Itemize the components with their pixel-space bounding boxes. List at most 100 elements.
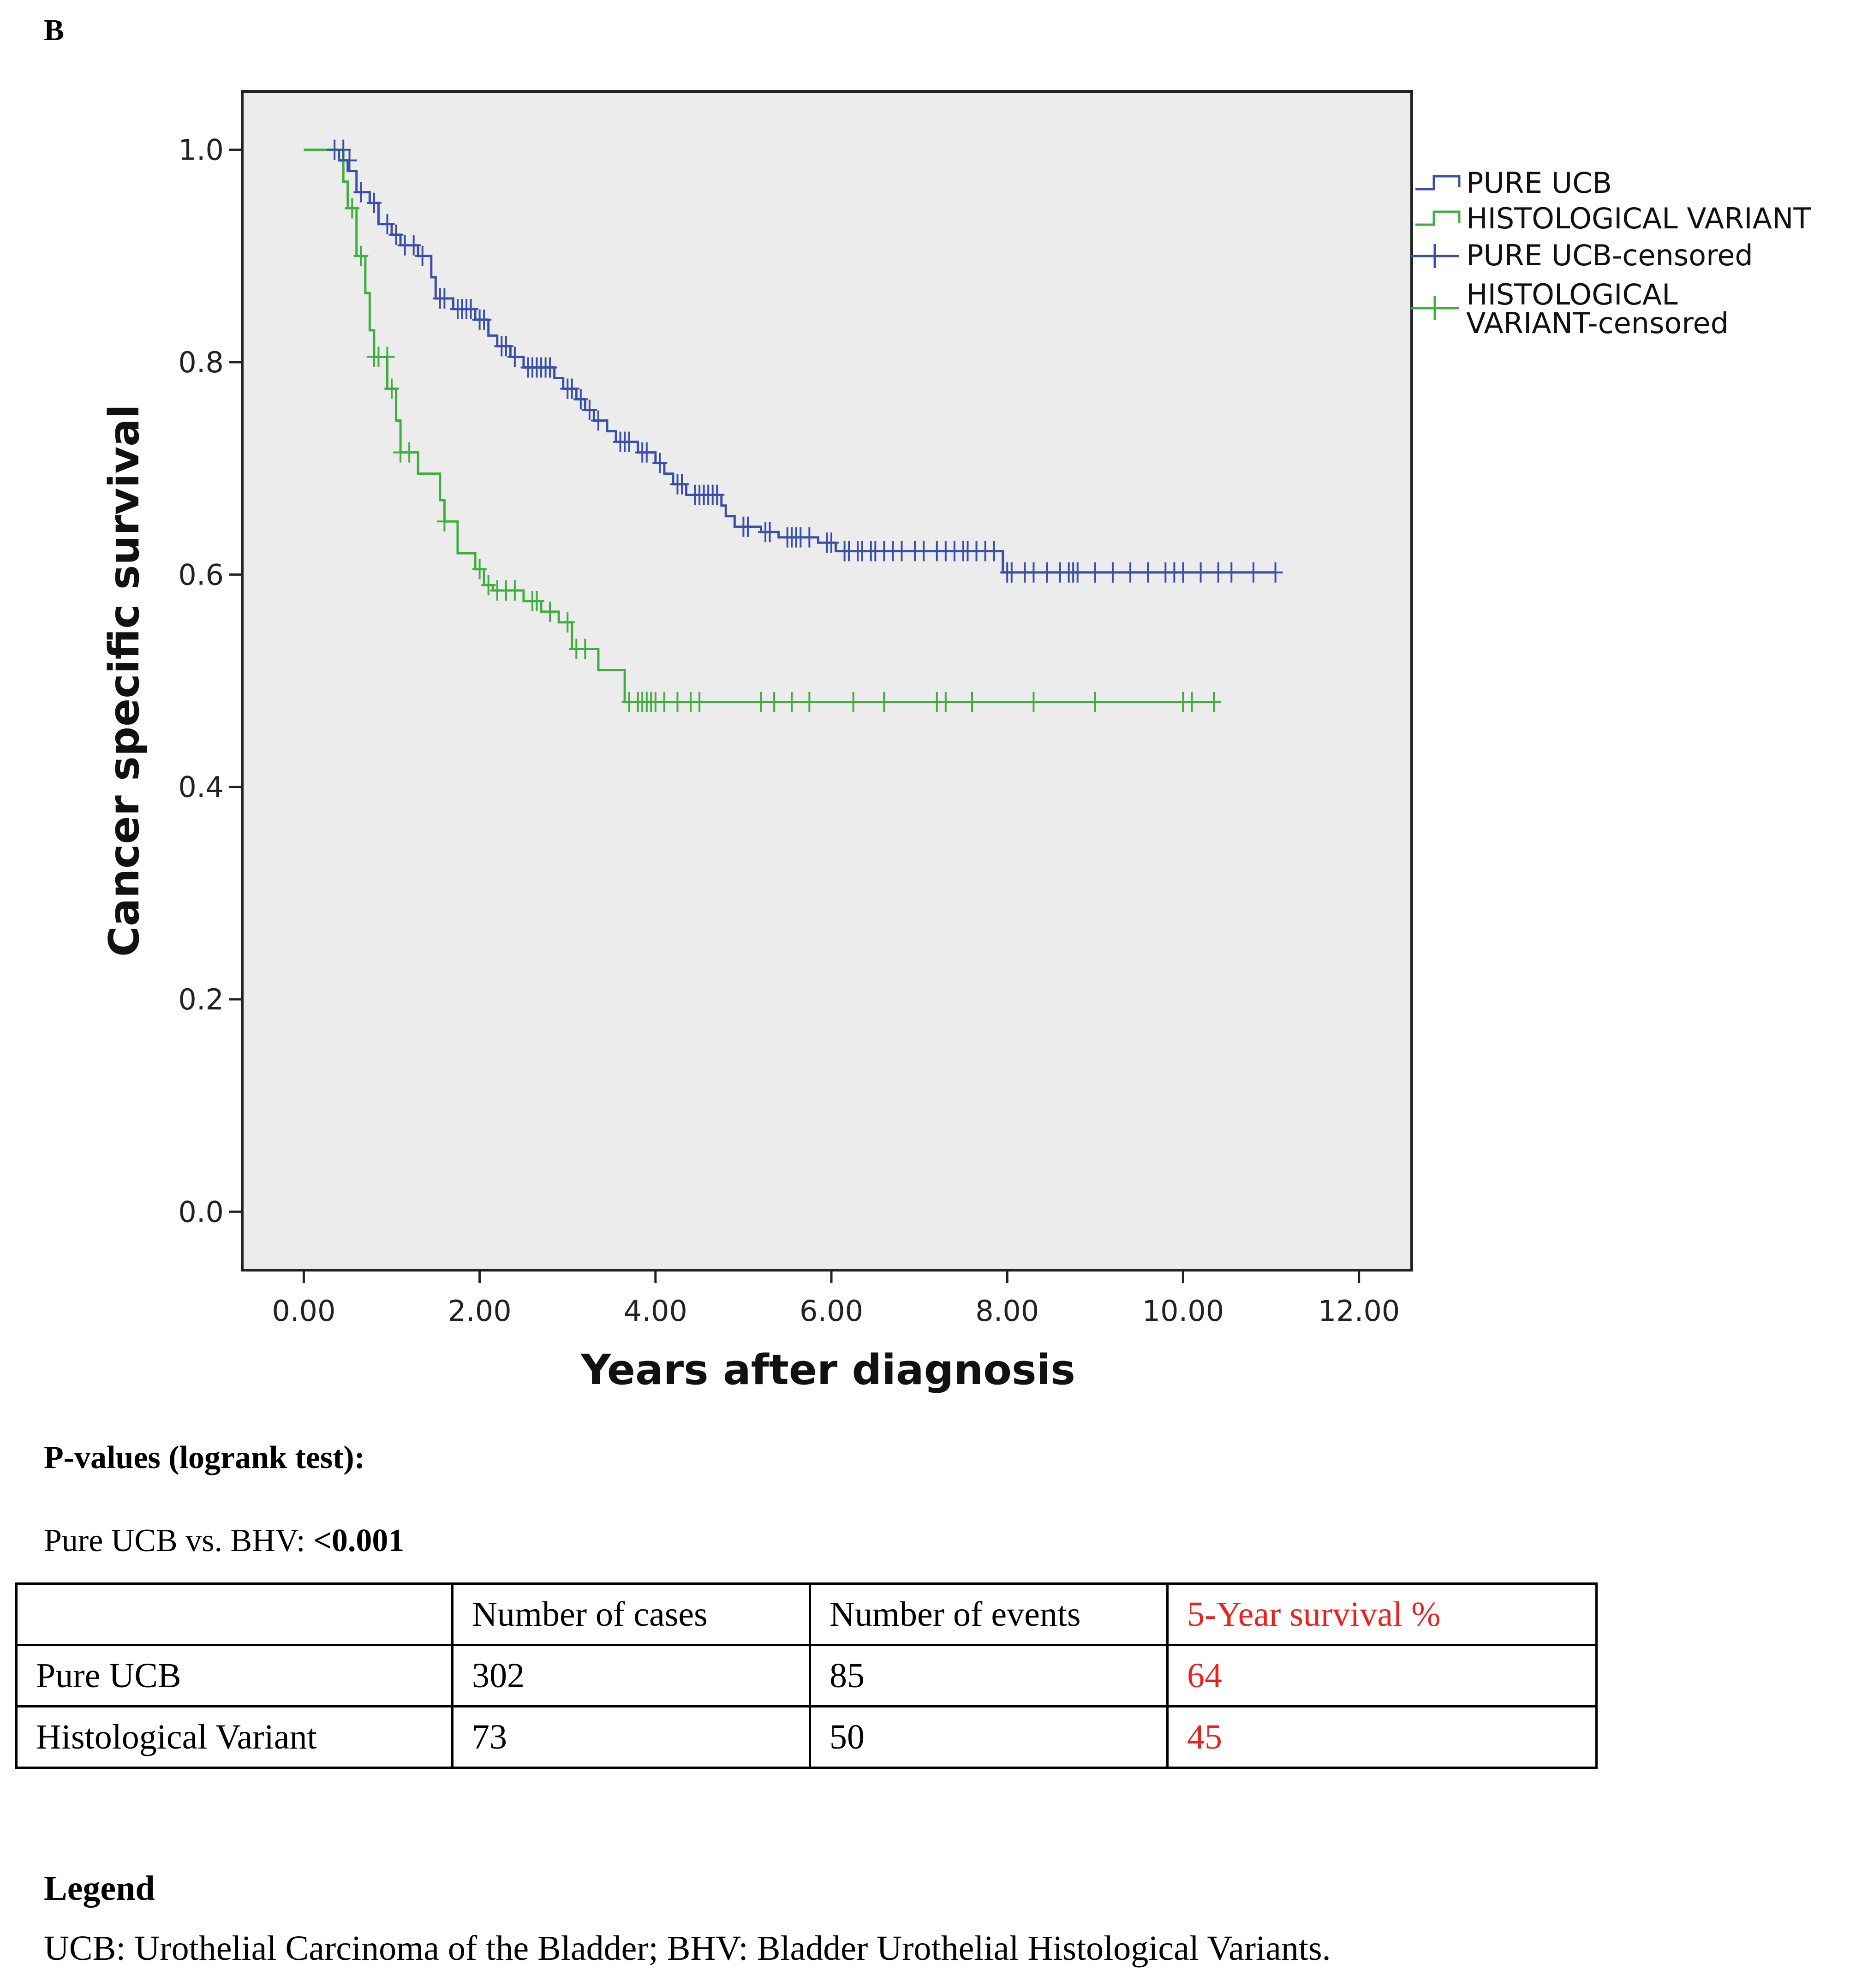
table-row: Histological Variant 73 50 45 — [15, 1705, 1598, 1769]
censor-mark — [986, 541, 1002, 561]
pvalue-line: Pure UCB vs. BHV: <0.001 — [44, 1522, 404, 1559]
censor-mark — [578, 639, 593, 659]
legend-entry: VARIANT-censored — [1466, 306, 1729, 340]
censor-mark — [802, 692, 817, 712]
censor-mark — [336, 139, 351, 160]
censor-mark — [463, 298, 478, 319]
y-tick-label: 0.0 — [178, 1195, 224, 1229]
censor-mark — [1026, 562, 1041, 583]
table-cell: 73 — [451, 1705, 811, 1769]
censor-mark — [767, 692, 782, 712]
legend-step-symbol — [1415, 175, 1461, 191]
y-tick-labels: 0.0 0.2 0.4 0.6 0.8 1.0 — [178, 133, 224, 1229]
censor-mark — [740, 516, 755, 537]
table-header-cell: 5-Year survival % — [1166, 1582, 1598, 1646]
x-tick-label: 10.00 — [1142, 1294, 1224, 1328]
censor-mark — [1070, 562, 1085, 583]
table-header-cell: Number of cases — [451, 1582, 811, 1646]
x-tick-label: 0.00 — [272, 1294, 335, 1328]
censor-mark — [342, 150, 357, 171]
x-axis-title: Years after diagnosis — [580, 1346, 1075, 1394]
censor-mark — [1004, 562, 1019, 583]
table-header-row: Number of cases Number of events 5-Year … — [15, 1582, 1598, 1646]
legend-heading: Legend — [44, 1869, 155, 1908]
censor-mark — [916, 541, 931, 561]
censor-mark — [1246, 562, 1261, 583]
censor-mark — [380, 346, 395, 367]
censor-mark — [529, 591, 544, 611]
x-tick-label: 8.00 — [975, 1294, 1039, 1328]
legend-entry: PURE UCB-censored — [1466, 239, 1753, 272]
table-cell: 45 — [1166, 1705, 1598, 1769]
censor-mark — [437, 511, 452, 532]
plot-area — [241, 90, 1413, 1272]
table-cell: Histological Variant — [15, 1705, 454, 1769]
censor-mark — [1105, 562, 1120, 583]
censor-mark — [380, 214, 395, 234]
pvalue-value: <0.001 — [313, 1523, 405, 1558]
censor-mark — [621, 431, 637, 452]
legend-censor-symbol — [1411, 296, 1459, 320]
pvalue-label: Pure UCB vs. BHV: — [44, 1523, 305, 1558]
censor-mark — [1268, 562, 1283, 583]
censor-mark — [802, 527, 817, 548]
table-cell: Pure UCB — [15, 1644, 454, 1707]
censor-mark — [1140, 562, 1156, 583]
axis-ticks — [229, 149, 1361, 1283]
y-tick-label: 1.0 — [178, 133, 224, 167]
legend-step-symbol — [1415, 210, 1461, 226]
censor-mark — [1206, 692, 1222, 712]
censor-mark — [670, 692, 685, 712]
survival-curve-histological-variant — [304, 149, 1214, 704]
censor-mark — [1123, 562, 1138, 583]
censor-mark — [472, 559, 487, 579]
censor-mark — [1211, 562, 1226, 583]
censor-mark — [938, 692, 953, 712]
censor-mark — [1193, 562, 1208, 583]
censor-mark — [477, 309, 492, 330]
table-row: Pure UCB 302 85 64 — [15, 1644, 1598, 1707]
censor-mark — [406, 235, 421, 256]
censor-mark — [762, 522, 777, 543]
x-tick-label: 2.00 — [448, 1294, 512, 1328]
censor-mark — [564, 378, 579, 399]
censor-mark — [388, 224, 404, 245]
legend-entry: PURE UCB — [1466, 166, 1612, 200]
pvalue-heading: P-values (logrank test): — [44, 1440, 365, 1475]
x-tick-label: 12.00 — [1318, 1294, 1400, 1328]
x-tick-label: 4.00 — [624, 1294, 687, 1328]
censor-mark — [402, 442, 417, 463]
censor-mark — [481, 575, 496, 596]
y-tick-label: 0.4 — [178, 770, 224, 804]
censor-mark — [877, 692, 892, 712]
censor-mark — [1224, 562, 1239, 583]
censor-mark — [573, 389, 588, 410]
censor-mark — [824, 532, 839, 553]
legend-entry: HISTOLOGICAL VARIANT — [1466, 202, 1811, 235]
censor-mark — [366, 192, 382, 213]
censor-mark — [345, 198, 360, 219]
censor-mark — [1039, 562, 1054, 583]
censor-mark — [894, 541, 909, 561]
km-chart: 0.00 2.00 4.00 6.00 8.00 10.00 12.00 0.0 0.2 0.4… — [100, 90, 1811, 1394]
y-tick-label: 0.8 — [178, 346, 224, 379]
panel-label: B — [44, 13, 65, 47]
censor-marks — [327, 139, 1283, 712]
censor-mark — [964, 692, 979, 712]
y-axis-title: Cancer specific survival — [100, 404, 149, 956]
censor-mark — [498, 336, 513, 357]
censor-mark — [846, 692, 861, 712]
censor-mark — [384, 378, 400, 399]
table-cell: 64 — [1166, 1644, 1598, 1707]
censor-mark — [1176, 562, 1191, 583]
censor-mark — [1026, 692, 1041, 712]
censor-mark — [639, 442, 654, 463]
censor-mark — [437, 288, 452, 309]
censor-mark — [784, 692, 800, 712]
censor-mark — [591, 410, 606, 431]
censor-mark — [353, 182, 369, 203]
x-tick-labels: 0.00 2.00 4.00 6.00 8.00 10.00 12.00 — [272, 1294, 1400, 1328]
censor-mark — [656, 692, 672, 712]
censor-mark — [692, 692, 707, 712]
